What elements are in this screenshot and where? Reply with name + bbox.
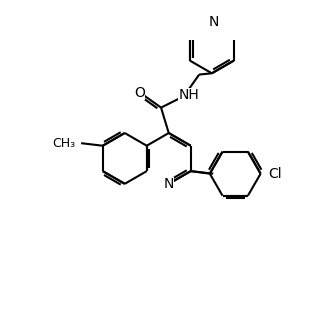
- Text: N: N: [208, 16, 219, 30]
- Text: Cl: Cl: [268, 167, 282, 181]
- Text: N: N: [164, 177, 174, 191]
- Text: NH: NH: [178, 88, 199, 102]
- Text: O: O: [134, 86, 145, 100]
- Text: CH₃: CH₃: [52, 137, 75, 150]
